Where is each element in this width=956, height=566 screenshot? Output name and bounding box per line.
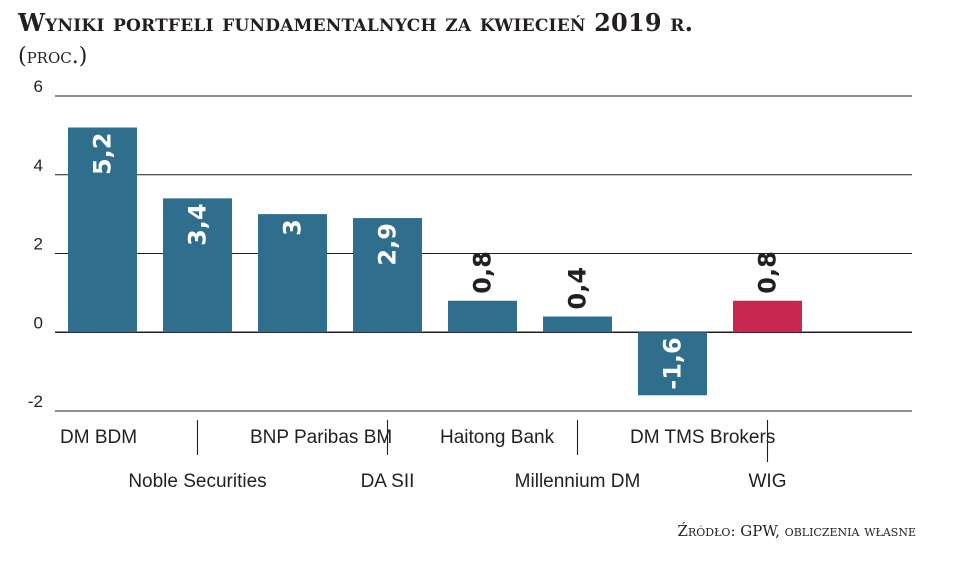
value-label: 3 xyxy=(279,219,307,236)
value-label: 5,2 xyxy=(89,133,117,176)
category-label: DM TMS Brokers xyxy=(630,427,775,448)
source-note: Źródło: GPW, obliczenia własne xyxy=(677,522,916,540)
bar xyxy=(733,300,802,333)
chart-title: Wyniki portfeli fundamentalnych za kwiec… xyxy=(18,8,694,37)
value-label: 0,8 xyxy=(754,251,782,294)
bar xyxy=(68,127,137,333)
category-labels: DM BDM Noble Securities BNP Paribas BM DA S… xyxy=(60,420,787,492)
value-labels: 5,2 3,4 3 2,9 0,8 0,4 -1,6 0,8 xyxy=(89,133,782,390)
bars xyxy=(68,127,802,396)
bar xyxy=(163,198,232,333)
bar xyxy=(448,300,517,333)
bar xyxy=(258,214,327,333)
category-label: BNP Paribas BM xyxy=(250,427,392,448)
bar xyxy=(638,332,707,396)
value-label: 2,9 xyxy=(374,223,402,266)
y-tick-label: 0 xyxy=(34,313,43,332)
value-label: 0,4 xyxy=(564,267,592,310)
category-label: WIG xyxy=(749,471,787,492)
value-label: 3,4 xyxy=(184,203,212,246)
bar xyxy=(353,218,422,333)
value-label: 0,8 xyxy=(469,251,497,294)
category-label: DA SII xyxy=(361,471,415,492)
y-axis-ticks: 6 4 2 0 -2 xyxy=(28,77,43,411)
y-tick-label: -2 xyxy=(28,392,43,411)
value-label: -1,6 xyxy=(659,337,687,389)
chart-unit: (proc.) xyxy=(18,44,88,69)
category-label: Millennium DM xyxy=(515,471,641,492)
y-tick-label: 2 xyxy=(34,235,43,254)
y-tick-label: 6 xyxy=(34,77,43,96)
bar xyxy=(543,316,612,333)
category-label: DM BDM xyxy=(60,427,137,448)
y-tick-label: 4 xyxy=(34,156,43,175)
category-label: Noble Securities xyxy=(128,471,266,492)
category-label: Haitong Bank xyxy=(440,427,555,448)
